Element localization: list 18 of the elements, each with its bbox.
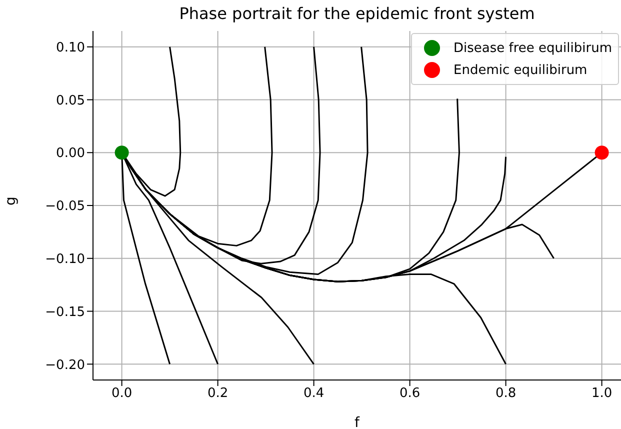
- y-tick-label: 0.00: [56, 146, 85, 162]
- y-tick-label: −0.10: [45, 252, 85, 267]
- x-axis-title: f: [354, 415, 361, 429]
- x-tick-label: 0.6: [399, 386, 420, 402]
- legend-label: Disease free equilibirum: [454, 40, 612, 56]
- x-tick-label: 1.0: [591, 386, 612, 402]
- legend-label: Endemic equilibirum: [454, 62, 588, 78]
- y-tick-label: −0.20: [45, 358, 85, 373]
- y-axis-title: g: [2, 196, 19, 206]
- chart-title: Phase portrait for the epidemic front system: [178, 4, 536, 23]
- x-tick-label: 0.2: [207, 386, 228, 402]
- y-tick-label: 0.05: [56, 93, 85, 108]
- x-tick-label: 0.4: [303, 386, 324, 402]
- x-tick-label: 0.8: [495, 386, 516, 402]
- y-tick-label: 0.10: [56, 40, 85, 56]
- x-tick-label: 0.0: [111, 386, 132, 402]
- y-tick-label: −0.05: [45, 199, 85, 214]
- y-tick-label: −0.15: [45, 304, 85, 320]
